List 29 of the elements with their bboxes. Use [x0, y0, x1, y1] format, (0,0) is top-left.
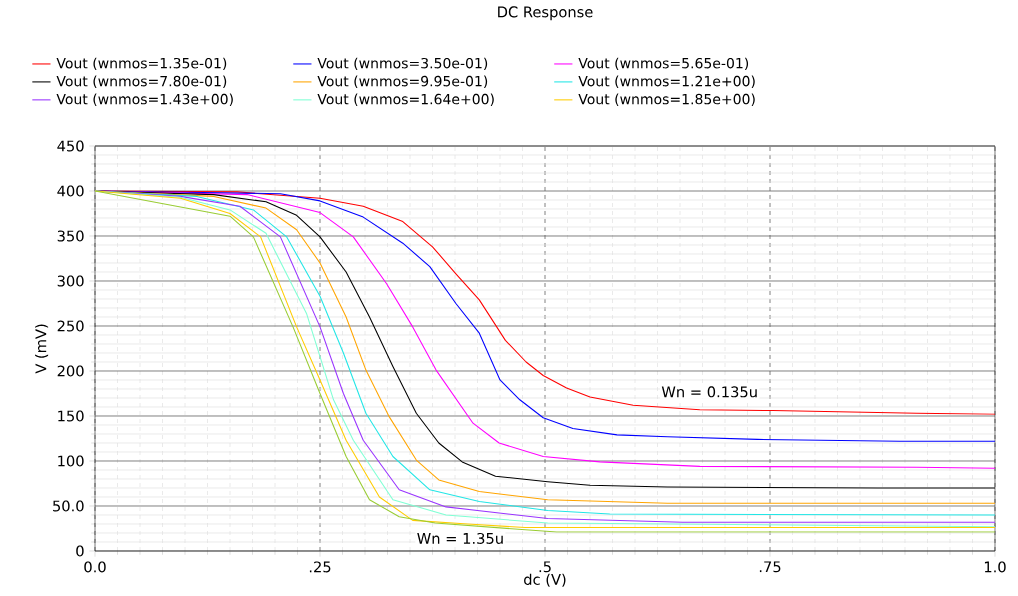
legend-label: Vout (wnmos=3.50e-01)	[317, 57, 488, 71]
legend-label: Vout (wnmos=1.43e+00)	[56, 93, 233, 107]
y-tick-label: 450	[57, 140, 84, 152]
x-tick-label: .25	[309, 561, 331, 573]
legend-label: Vout (wnmos=9.95e-01)	[317, 75, 488, 89]
annotation: Wn = 1.35u	[417, 532, 503, 544]
x-tick-label: .5	[539, 561, 551, 573]
legend-label: Vout (wnmos=7.80e-01)	[56, 75, 227, 89]
annotation: Wn = 0.135u	[661, 386, 757, 398]
y-tick-label: 150	[58, 410, 84, 422]
y-axis-title: V (mV)	[35, 324, 49, 374]
y-tick-label: 300	[57, 275, 84, 287]
legend-label: Vout (wnmos=1.64e+00)	[317, 93, 494, 107]
legend-label: Vout (wnmos=1.21e+00)	[578, 75, 755, 89]
y-tick-label: 200	[57, 365, 84, 377]
x-tick-label: 1.0	[984, 561, 1006, 573]
x-axis-title: dc (V)	[524, 573, 566, 587]
y-tick-label: 250	[57, 320, 84, 332]
x-tick-label: 0.0	[84, 561, 106, 573]
y-tick-label: 400	[57, 185, 84, 197]
y-tick-label: 100	[58, 455, 84, 467]
legend-label: Vout (wnmos=1.35e-01)	[56, 57, 227, 71]
x-tick-label: .75	[759, 561, 781, 573]
chart-title: DC Response	[498, 6, 593, 21]
legend-label: Vout (wnmos=1.85e+00)	[578, 93, 755, 107]
y-tick-label: 350	[57, 230, 84, 242]
legend-label: Vout (wnmos=5.65e-01)	[578, 57, 749, 71]
y-tick-label: 0	[76, 545, 84, 557]
y-tick-label: 50.0	[53, 500, 84, 512]
